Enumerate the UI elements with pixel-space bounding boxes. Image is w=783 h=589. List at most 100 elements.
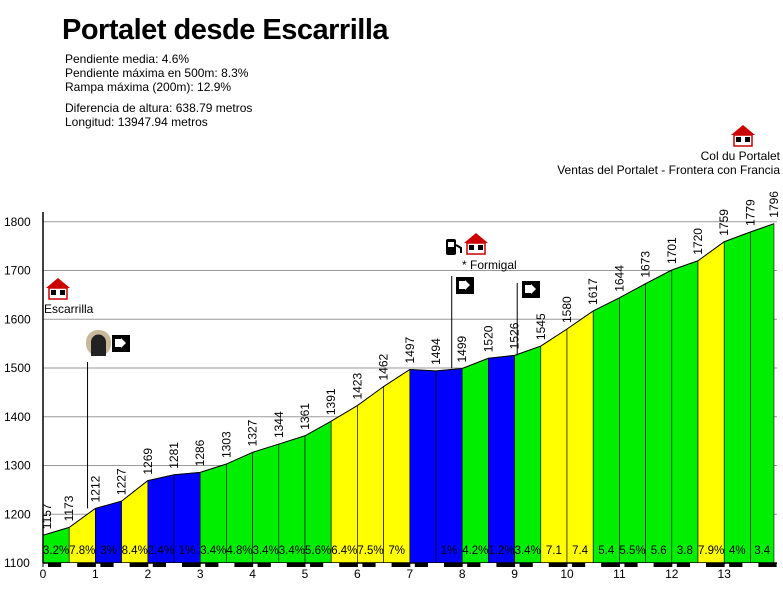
stat-longitud: Longitud: 13947.94 metros bbox=[65, 114, 208, 129]
grade-label: 3.4 bbox=[754, 545, 771, 557]
altitude-labels: 1157 1173 1212 1227 1269 1281 1286 1303 1327 1344… bbox=[40, 191, 781, 530]
x-tick-label: 4 bbox=[249, 567, 256, 581]
gradient-segments bbox=[42, 223, 775, 564]
x-tick-label: 12 bbox=[665, 567, 679, 581]
gradient-segment bbox=[723, 231, 751, 564]
gradient-segment bbox=[566, 310, 594, 564]
altitude-label: 1173 bbox=[62, 495, 76, 521]
y-tick-label: 1700 bbox=[4, 264, 31, 278]
x-tick-label: 8 bbox=[459, 567, 466, 581]
altitude-label: 1212 bbox=[88, 475, 102, 502]
gradient-segment bbox=[592, 297, 620, 564]
grade-label: 5.6 bbox=[651, 545, 667, 557]
grade-label: 5.6% bbox=[305, 545, 331, 557]
altitude-label: 1545 bbox=[534, 313, 548, 340]
grade-label: 5.5% bbox=[619, 545, 645, 557]
km-bar-gap bbox=[270, 563, 287, 567]
altitude-label: 1759 bbox=[717, 209, 731, 236]
grade-label: 7.4 bbox=[572, 545, 589, 557]
altitude-label: 1673 bbox=[639, 251, 653, 278]
formigal-hostel-icon bbox=[464, 233, 488, 255]
grade-label: 3.8 bbox=[677, 545, 693, 557]
grade-label: 4.2% bbox=[462, 545, 488, 557]
grade-label: 7.9% bbox=[698, 545, 724, 557]
x-tick-label: 3 bbox=[197, 567, 204, 581]
x-tick-label: 9 bbox=[511, 567, 518, 581]
altitude-label: 1617 bbox=[586, 278, 600, 305]
altitude-label: 1494 bbox=[429, 338, 443, 365]
x-tick-label: 1 bbox=[92, 567, 99, 581]
gradient-segment bbox=[330, 405, 358, 564]
fuel-icon bbox=[446, 239, 462, 255]
stat-diferencia-altura: Diferencia de altura: 638.79 metros bbox=[65, 100, 253, 115]
tunnel-icon bbox=[86, 330, 111, 356]
gradient-segment bbox=[619, 283, 646, 564]
y-tick-label: 1100 bbox=[4, 556, 30, 570]
grade-label: 1.2% bbox=[488, 545, 514, 557]
km-bar-gap bbox=[61, 563, 78, 567]
km-bar-gap bbox=[218, 563, 235, 567]
x-tick-label: 2 bbox=[144, 567, 151, 581]
altitude-label: 1269 bbox=[141, 448, 155, 475]
gradient-segment bbox=[488, 354, 515, 564]
x-tick-label: 11 bbox=[613, 567, 626, 581]
altitude-label: 1779 bbox=[743, 199, 757, 226]
start-label: Escarrilla bbox=[44, 302, 94, 316]
gradient-segment bbox=[278, 435, 306, 564]
altitude-label: 1497 bbox=[403, 336, 417, 363]
x-tick-label: 0 bbox=[40, 567, 47, 581]
stat-pendiente-media: Pendiente media: 4.6% bbox=[65, 52, 190, 66]
km-bar-gap bbox=[532, 563, 549, 567]
grade-label: 7.1 bbox=[546, 545, 562, 557]
x-tick-label: 10 bbox=[560, 567, 574, 581]
grade-label: 3.4% bbox=[279, 545, 305, 557]
x-tick-label: 7 bbox=[406, 567, 413, 581]
summit-label: Col du Portalet bbox=[701, 149, 781, 163]
altitude-label: 1701 bbox=[665, 237, 679, 264]
gradient-segment bbox=[750, 223, 775, 564]
altitude-label: 1580 bbox=[560, 296, 574, 323]
altitude-label: 1327 bbox=[246, 419, 260, 446]
stats-panel: Pendiente media: 4.6% Pendiente máxima e… bbox=[65, 52, 252, 129]
km-bar-gap bbox=[323, 563, 340, 567]
grade-label: 4.8% bbox=[226, 545, 252, 557]
chart-title: Portalet desde Escarrilla bbox=[62, 14, 389, 46]
gradient-segment bbox=[435, 368, 463, 564]
grade-label: 1% bbox=[441, 545, 458, 557]
altitude-label: 1526 bbox=[508, 322, 522, 349]
altitude-label: 1423 bbox=[350, 373, 364, 400]
grade-label: 3% bbox=[100, 545, 117, 557]
gradient-segment bbox=[461, 357, 489, 564]
y-tick-label: 1500 bbox=[4, 361, 31, 375]
km-bar-gap bbox=[480, 563, 497, 567]
stat-rampa-maxima: Rampa máxima (200m): 12.9% bbox=[65, 80, 232, 95]
grade-label: 5.4 bbox=[598, 545, 615, 557]
altitude-label: 1344 bbox=[272, 411, 286, 438]
grade-label: 1% bbox=[179, 545, 196, 557]
gradient-segment bbox=[383, 368, 411, 564]
x-tick-label: 6 bbox=[354, 567, 361, 581]
landmark-markers bbox=[87, 276, 518, 509]
grade-labels: 3.2% 7.8% 3% 8.4% 2.4% 1% 3.4% 4.8% 3.4% 3.4% 5.6%… bbox=[43, 545, 771, 557]
flag-icon-2 bbox=[456, 277, 474, 294]
altitude-label: 1644 bbox=[612, 265, 626, 292]
flag-icon-1 bbox=[112, 335, 130, 352]
x-tick-label: 13 bbox=[718, 567, 732, 581]
profile-line bbox=[42, 223, 775, 536]
y-tick-label: 1600 bbox=[4, 312, 31, 326]
altitude-label: 1520 bbox=[481, 325, 495, 352]
altitude-label: 1227 bbox=[115, 468, 129, 495]
grade-label: 7.5% bbox=[357, 545, 383, 557]
gradient-segment bbox=[304, 420, 332, 564]
flag-icon-3 bbox=[522, 281, 540, 298]
summit-subtitle: Ventas del Portalet - Frontera con Franc… bbox=[557, 163, 780, 177]
gradient-segment bbox=[671, 260, 699, 564]
altitude-label: 1157 bbox=[40, 503, 54, 529]
grade-label: 3.4% bbox=[515, 545, 541, 557]
altitude-label: 1303 bbox=[219, 431, 233, 458]
altitude-label: 1796 bbox=[767, 191, 781, 218]
stat-pendiente-maxima: Pendiente máxima en 500m: 8.3% bbox=[65, 66, 249, 81]
altitude-label: 1361 bbox=[298, 403, 312, 430]
gradient-segment bbox=[409, 369, 437, 564]
